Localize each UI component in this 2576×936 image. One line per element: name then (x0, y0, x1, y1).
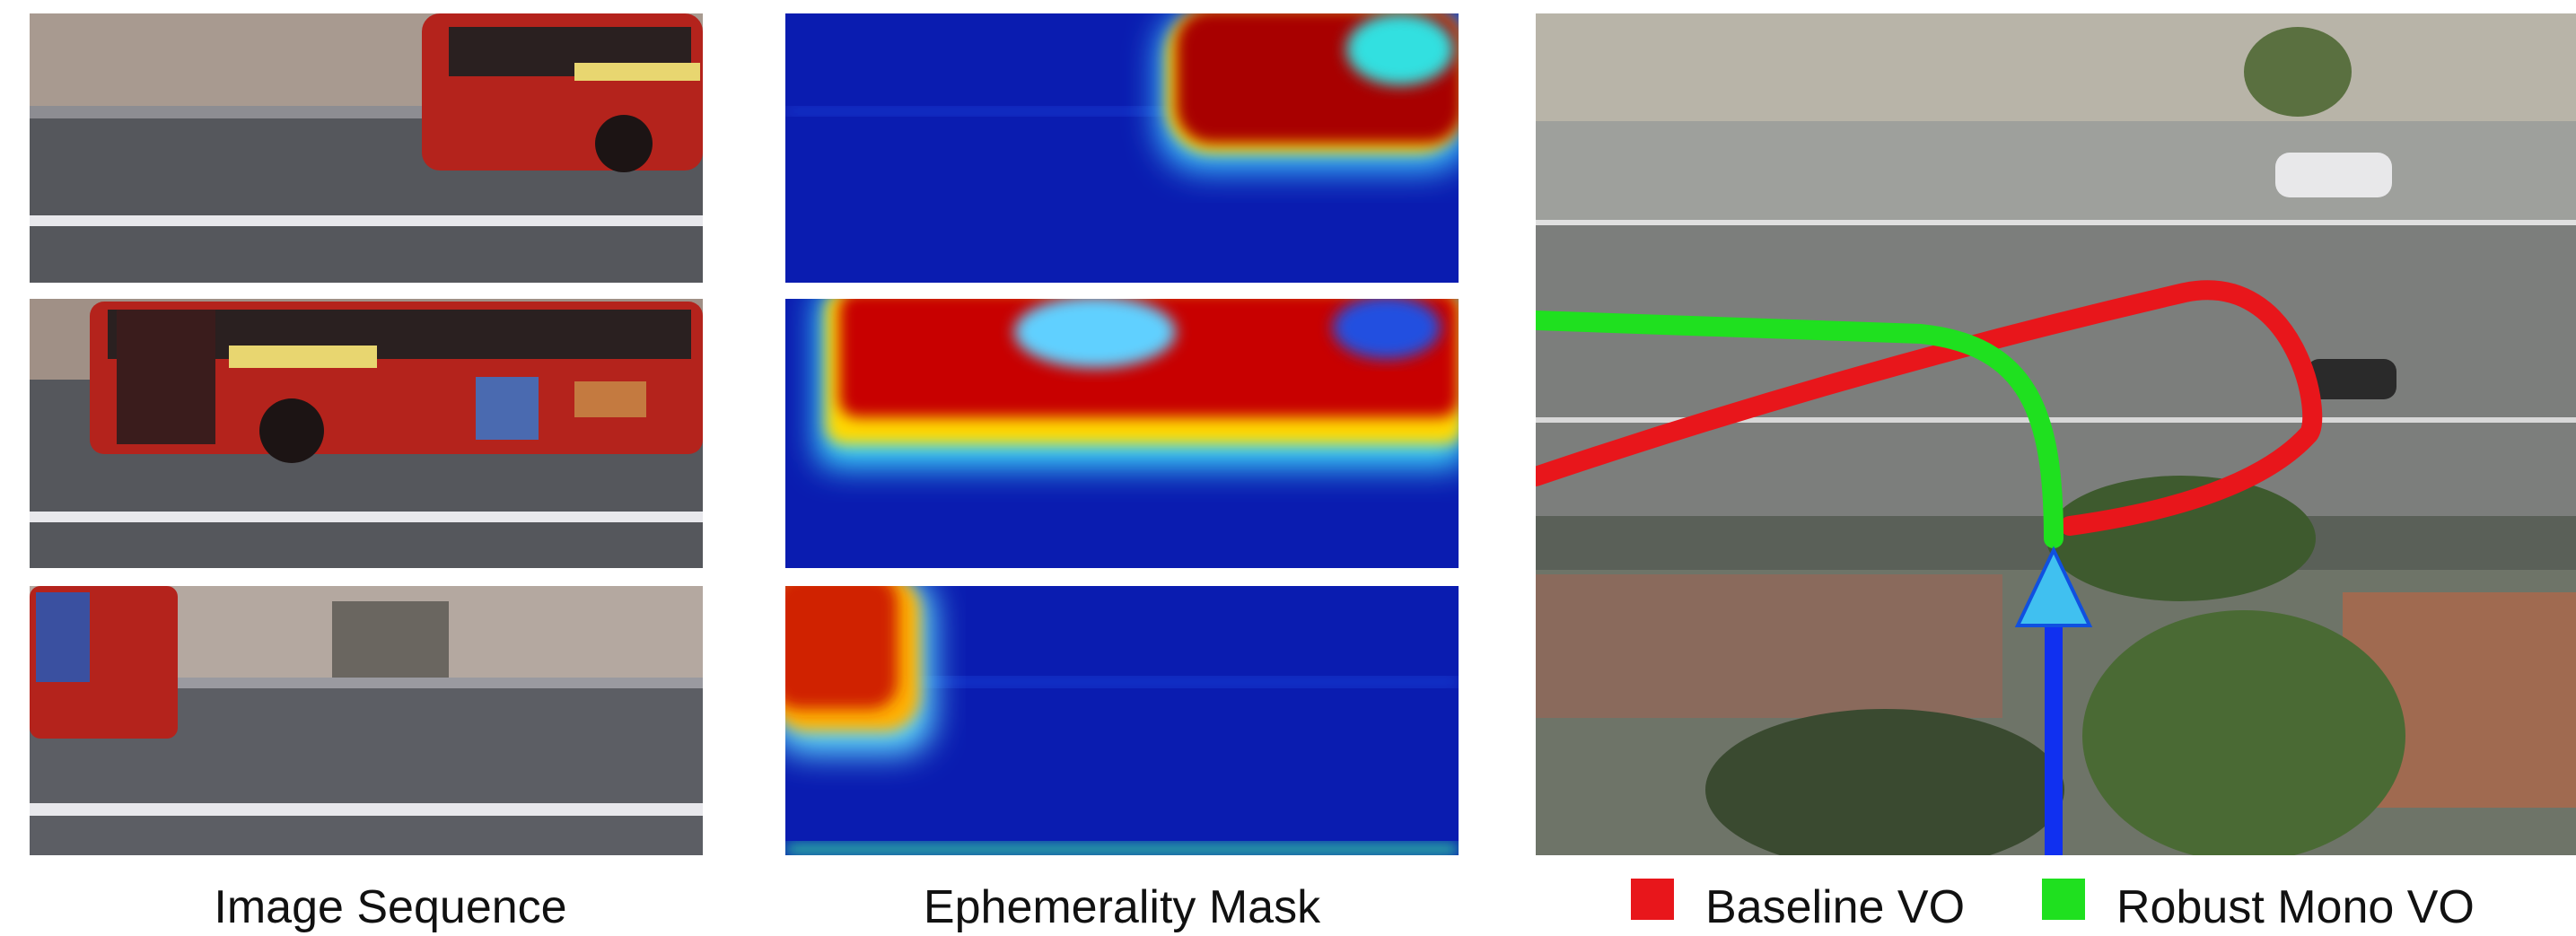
image-frame (30, 299, 703, 568)
legend-swatch (1631, 879, 1674, 920)
ground-truth-path (2045, 624, 2063, 855)
mask-frame (785, 287, 1468, 568)
mask-frame (772, 574, 1459, 855)
figure: Image Sequence Ephemerality Mask Baselin… (0, 0, 2576, 936)
image-frame (30, 13, 703, 283)
legend-label: Robust Mono VO (2116, 881, 2475, 933)
legend: Baseline VO Robust Mono VO (1631, 879, 2475, 933)
caption: Ephemerality Mask (924, 881, 1321, 933)
legend-label: Baseline VO (1705, 881, 1965, 933)
page: {"panels": [{"caption": "Image Sequence"… (0, 0, 2576, 936)
image-frame (30, 586, 703, 855)
caption: Image Sequence (214, 881, 566, 933)
legend-swatch (2042, 879, 2085, 920)
mask-frame (785, 9, 1472, 283)
map (1536, 13, 2576, 870)
